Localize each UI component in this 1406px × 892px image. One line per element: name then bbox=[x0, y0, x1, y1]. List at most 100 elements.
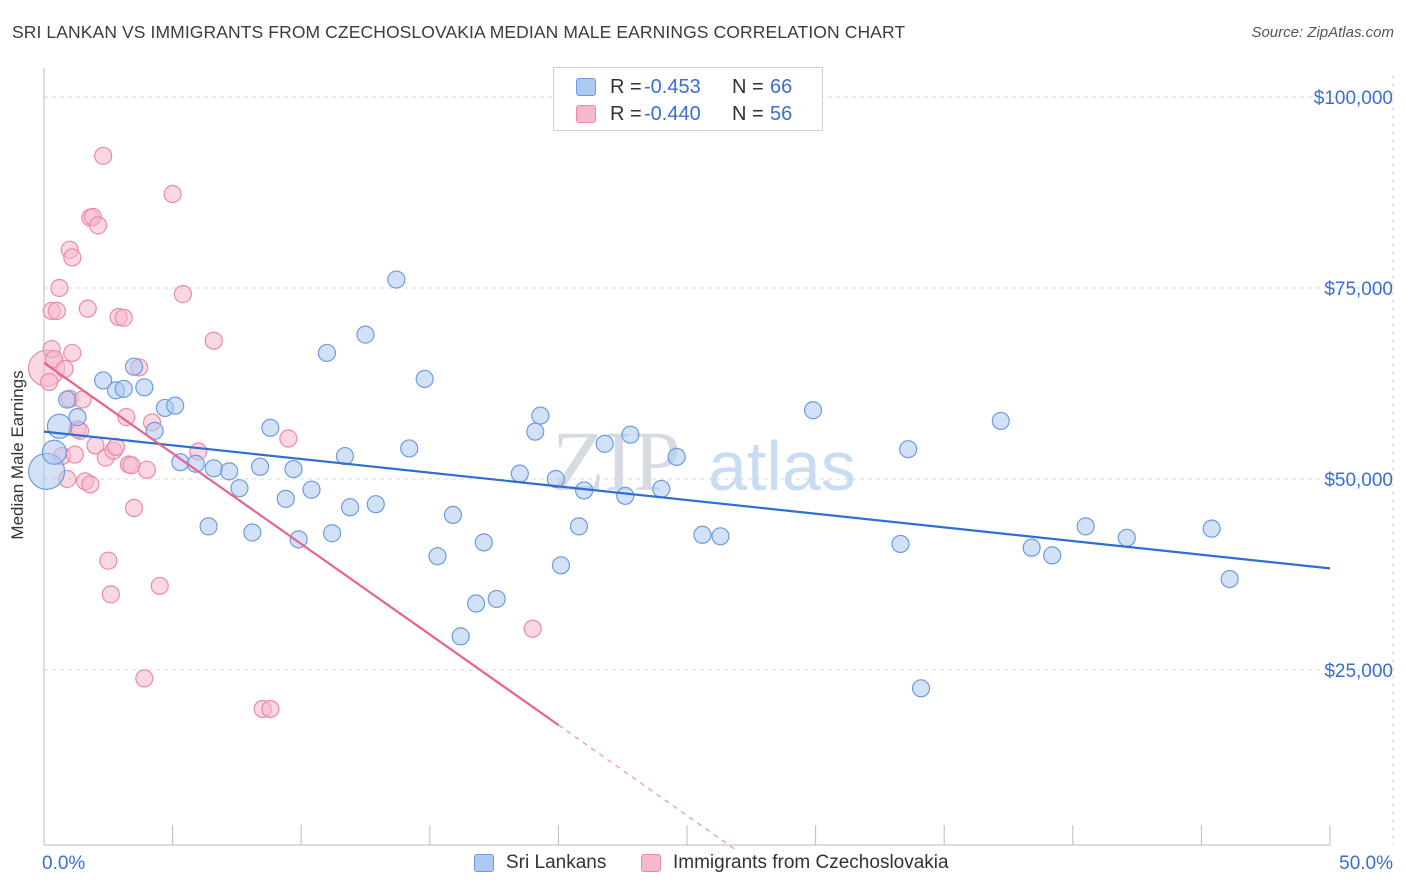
data-point bbox=[899, 440, 918, 459]
data-point bbox=[317, 343, 337, 363]
data-point bbox=[261, 699, 280, 719]
series-czechoslovakia-points bbox=[27, 146, 542, 719]
data-point bbox=[68, 408, 87, 427]
data-point bbox=[122, 456, 141, 475]
data-point bbox=[1022, 538, 1041, 557]
legend-swatch-blue bbox=[576, 78, 596, 96]
data-point bbox=[135, 378, 154, 397]
data-point bbox=[117, 408, 136, 427]
legend-label-sri-lankans: Sri Lankans bbox=[506, 852, 607, 873]
data-point bbox=[166, 396, 185, 415]
data-point bbox=[487, 589, 506, 609]
y-tick-label: $25,000 bbox=[1324, 661, 1393, 682]
source-note: Source: ZipAtlas.com bbox=[1251, 24, 1394, 41]
data-point bbox=[204, 459, 223, 478]
data-point bbox=[50, 278, 69, 298]
data-point bbox=[340, 498, 360, 517]
data-point bbox=[173, 285, 192, 304]
legend-n-label: N = bbox=[732, 75, 764, 98]
data-point bbox=[616, 486, 635, 505]
data-point bbox=[230, 479, 249, 498]
data-point bbox=[322, 524, 342, 543]
legend-swatch-pink bbox=[576, 105, 596, 123]
data-point bbox=[88, 216, 108, 235]
data-point bbox=[284, 459, 303, 479]
data-point bbox=[991, 411, 1010, 431]
data-point bbox=[474, 533, 493, 552]
data-point bbox=[546, 469, 565, 489]
data-point bbox=[1043, 546, 1062, 565]
data-point bbox=[466, 594, 486, 613]
legend-row-sri-lankans: R = -0.453 N = 66 bbox=[576, 76, 792, 98]
data-point bbox=[135, 669, 154, 688]
data-point bbox=[163, 184, 182, 204]
data-point bbox=[667, 447, 686, 466]
data-point bbox=[114, 379, 133, 398]
data-point bbox=[65, 445, 84, 464]
legend-n-value: 66 bbox=[770, 75, 793, 98]
data-point bbox=[81, 475, 100, 494]
data-point bbox=[400, 439, 419, 458]
data-point bbox=[510, 464, 529, 483]
legend-item-czechoslovakia[interactable]: Immigrants from Czechoslovakia bbox=[641, 852, 949, 874]
legend-r-label: R = bbox=[610, 75, 642, 98]
data-point bbox=[911, 679, 931, 698]
data-point bbox=[451, 627, 470, 646]
data-point bbox=[531, 406, 550, 425]
legend-n-value: 56 bbox=[770, 102, 793, 125]
data-point bbox=[1202, 519, 1221, 538]
data-point bbox=[289, 530, 308, 549]
y-tick-label: $75,000 bbox=[1324, 279, 1393, 300]
trend-lines bbox=[43, 361, 1331, 852]
data-point bbox=[78, 299, 97, 318]
watermark-atlas: atlas bbox=[708, 427, 856, 505]
y-tick-label: $100,000 bbox=[1314, 88, 1393, 109]
data-point bbox=[693, 525, 712, 544]
data-point bbox=[63, 248, 82, 267]
data-point bbox=[41, 439, 67, 465]
legend-label-czechoslovakia: Immigrants from Czechoslovakia bbox=[673, 852, 949, 873]
data-point bbox=[302, 480, 321, 499]
data-point bbox=[428, 547, 447, 566]
data-point bbox=[279, 429, 298, 448]
data-point bbox=[220, 462, 239, 481]
legend-row-czechoslovakia: R = -0.440 N = 56 bbox=[576, 103, 792, 125]
trend-line-czechoslovakia-extension bbox=[558, 724, 738, 852]
data-point bbox=[94, 146, 113, 165]
data-point bbox=[551, 556, 571, 575]
data-point bbox=[137, 460, 156, 479]
data-point bbox=[891, 534, 910, 554]
series-legend: Sri Lankans Immigrants from Czechoslovak… bbox=[0, 852, 1406, 878]
data-point bbox=[124, 357, 144, 376]
data-point bbox=[101, 585, 120, 604]
data-point bbox=[145, 421, 164, 440]
data-point bbox=[124, 498, 144, 518]
data-point bbox=[99, 551, 118, 570]
legend-swatch-pink bbox=[641, 854, 661, 872]
data-point bbox=[261, 418, 280, 437]
data-point bbox=[63, 343, 82, 363]
data-point bbox=[523, 619, 542, 638]
data-point bbox=[356, 325, 375, 344]
series-sri-lankans-points bbox=[27, 270, 1239, 698]
data-point bbox=[199, 517, 218, 536]
y-tick-label: $50,000 bbox=[1324, 470, 1393, 491]
x-tick-labels: 0.0% 50.0% bbox=[42, 853, 1393, 874]
legend-r-value: -0.453 bbox=[644, 75, 701, 98]
y-tick-labels: $100,000 $75,000 $50,000 $25,000 bbox=[1314, 88, 1393, 682]
data-point bbox=[595, 434, 614, 453]
data-point bbox=[569, 517, 589, 536]
data-point bbox=[711, 527, 730, 546]
trend-line-sri-lankans bbox=[43, 430, 1331, 570]
legend-item-sri-lankans[interactable]: Sri Lankans bbox=[474, 852, 606, 874]
data-point bbox=[243, 523, 262, 542]
data-point bbox=[415, 369, 434, 389]
data-point bbox=[150, 576, 169, 596]
data-point bbox=[803, 401, 823, 420]
x-tick-label-min: 0.0% bbox=[42, 853, 85, 874]
data-point bbox=[55, 359, 74, 379]
data-point bbox=[366, 495, 385, 514]
data-point bbox=[387, 270, 406, 289]
trend-line-czechoslovakia bbox=[43, 361, 560, 726]
data-point bbox=[1076, 517, 1095, 536]
